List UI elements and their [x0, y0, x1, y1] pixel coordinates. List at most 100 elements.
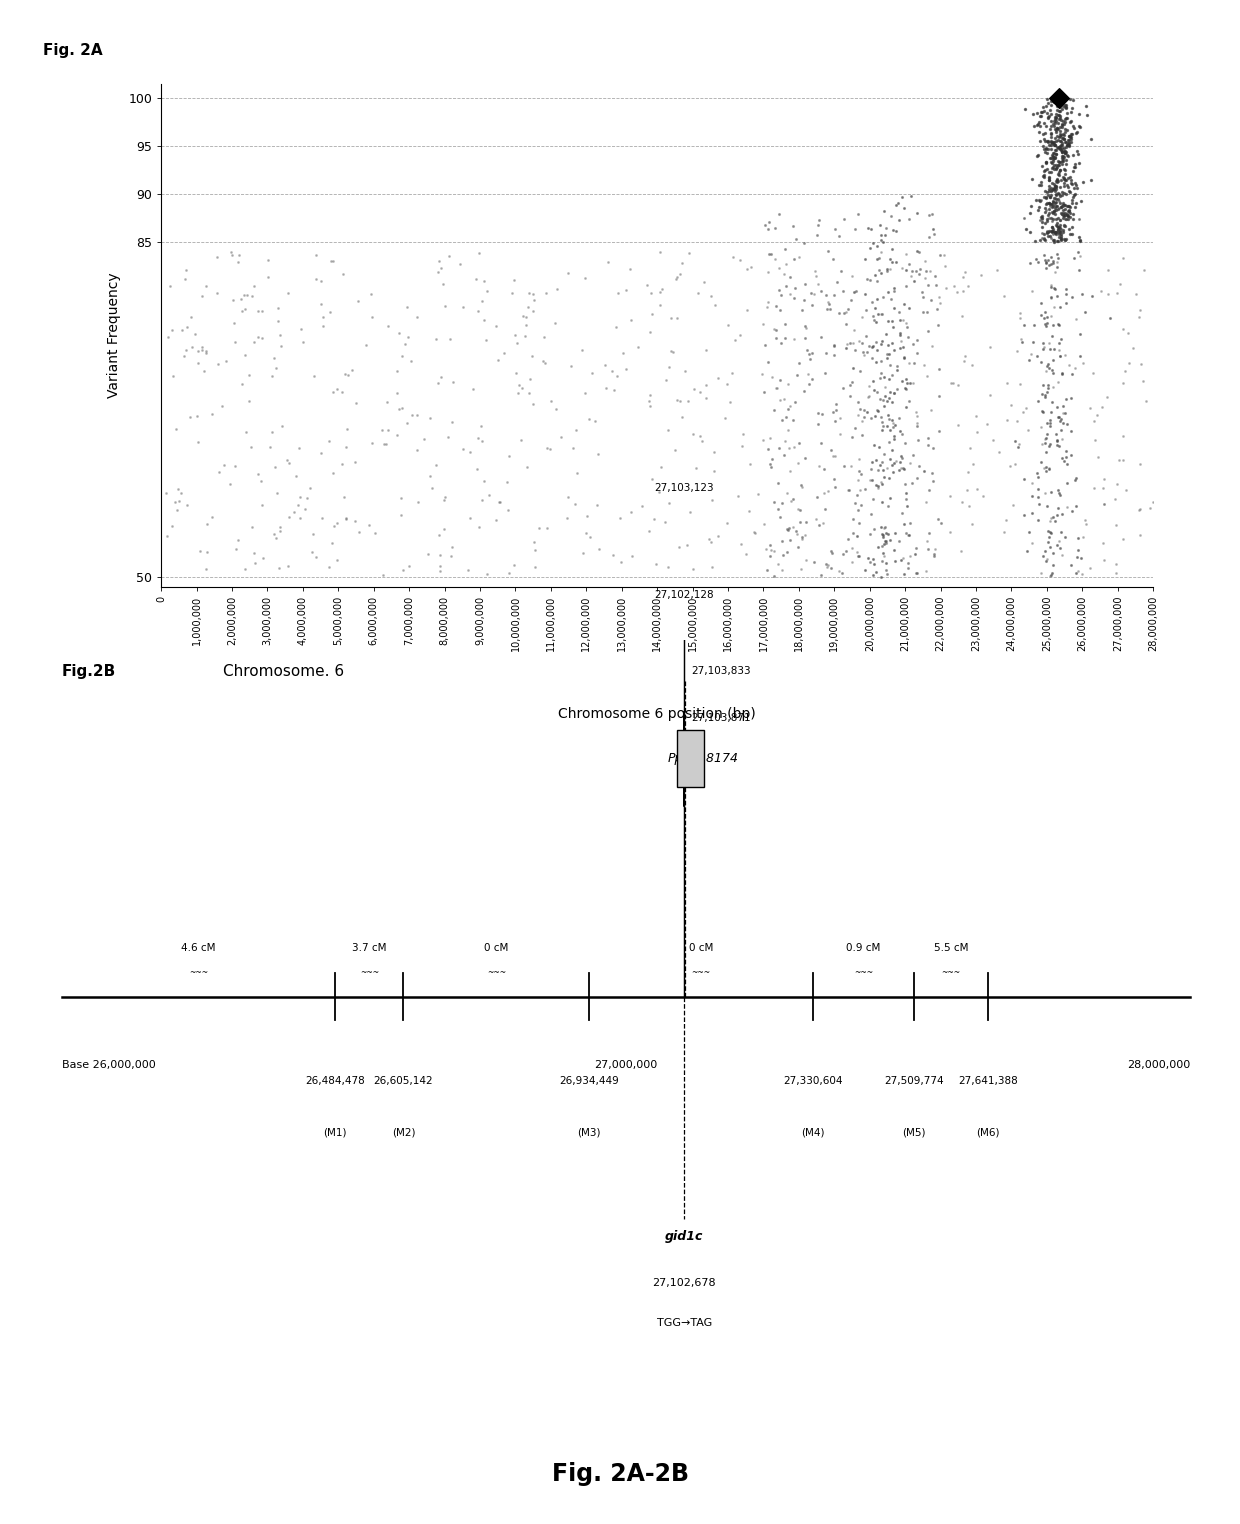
- Point: [1047, 142, 1066, 166]
- Point: [523, 530, 543, 555]
- Point: [952, 265, 972, 290]
- Point: [440, 328, 460, 352]
- Point: [740, 256, 760, 280]
- Point: [1052, 224, 1071, 248]
- Point: [1055, 277, 1075, 302]
- Point: [1039, 190, 1059, 215]
- Point: [1044, 172, 1064, 197]
- Point: [1052, 427, 1071, 451]
- Point: [897, 314, 916, 338]
- Point: [176, 338, 196, 363]
- Point: [546, 398, 565, 422]
- Point: [802, 293, 822, 317]
- Point: [1050, 134, 1070, 158]
- Point: [892, 547, 911, 572]
- Point: [1049, 181, 1069, 206]
- Point: [1058, 128, 1078, 152]
- Point: [378, 418, 398, 442]
- Point: [908, 413, 928, 437]
- Point: [1060, 171, 1080, 195]
- Point: [941, 370, 961, 395]
- Point: [1114, 448, 1133, 472]
- Point: [1011, 306, 1030, 331]
- Point: [904, 351, 924, 375]
- Point: [858, 267, 878, 291]
- Point: [1058, 166, 1078, 190]
- Point: [1039, 174, 1059, 198]
- Text: ~~~: ~~~: [692, 968, 711, 977]
- Point: [872, 229, 892, 253]
- Point: [1069, 226, 1089, 250]
- Point: [812, 402, 832, 427]
- Point: [208, 352, 228, 376]
- Point: [637, 273, 657, 297]
- Point: [1029, 110, 1049, 134]
- Point: [229, 244, 249, 268]
- Point: [869, 245, 889, 270]
- Point: [929, 506, 949, 530]
- Point: [1043, 215, 1063, 239]
- Point: [236, 296, 255, 320]
- Point: [776, 251, 796, 276]
- Point: [717, 511, 737, 535]
- Point: [1070, 116, 1090, 140]
- Point: [1065, 306, 1085, 331]
- Point: [533, 349, 553, 373]
- Point: [244, 541, 264, 565]
- Point: [1021, 341, 1040, 366]
- Point: [1120, 351, 1140, 375]
- Point: [1014, 206, 1034, 230]
- Point: [171, 482, 191, 506]
- Point: [784, 434, 804, 459]
- Point: [582, 361, 601, 386]
- Point: [1060, 201, 1080, 226]
- Point: [1040, 151, 1060, 175]
- Point: [1063, 142, 1083, 166]
- Point: [337, 418, 357, 442]
- Point: [289, 436, 309, 460]
- Text: Ppa018174: Ppa018174: [667, 753, 738, 765]
- Point: [544, 311, 564, 335]
- Point: [718, 372, 738, 396]
- Point: [575, 265, 595, 290]
- Point: [537, 436, 557, 460]
- Point: [477, 279, 497, 303]
- Point: [981, 335, 1001, 360]
- Point: [1022, 166, 1042, 190]
- Point: [1040, 407, 1060, 431]
- Point: [450, 251, 470, 276]
- Point: [775, 428, 795, 453]
- Point: [1050, 343, 1070, 367]
- Point: [1044, 108, 1064, 133]
- Point: [1037, 137, 1056, 162]
- Point: [874, 517, 894, 541]
- Point: [1035, 248, 1055, 273]
- Point: [1034, 158, 1054, 183]
- Point: [1081, 168, 1101, 192]
- Point: [765, 216, 785, 241]
- Point: [872, 469, 892, 494]
- Point: [1049, 480, 1069, 504]
- Point: [832, 561, 852, 585]
- Point: [787, 363, 807, 387]
- Point: [1099, 258, 1118, 282]
- Point: [1055, 213, 1075, 238]
- Point: [879, 466, 899, 491]
- Point: [857, 340, 877, 364]
- Point: [387, 424, 407, 448]
- Point: [537, 515, 557, 539]
- Point: [1069, 142, 1089, 166]
- Point: [877, 256, 897, 280]
- Point: [843, 355, 863, 379]
- Point: [918, 300, 937, 325]
- Point: [1023, 102, 1043, 126]
- Point: [874, 515, 894, 539]
- Point: [286, 463, 306, 488]
- Point: [790, 509, 810, 533]
- Point: [460, 440, 480, 465]
- Point: [1049, 102, 1069, 126]
- Point: [930, 242, 950, 267]
- Point: [268, 480, 288, 504]
- Point: [796, 317, 816, 341]
- Point: [373, 431, 393, 456]
